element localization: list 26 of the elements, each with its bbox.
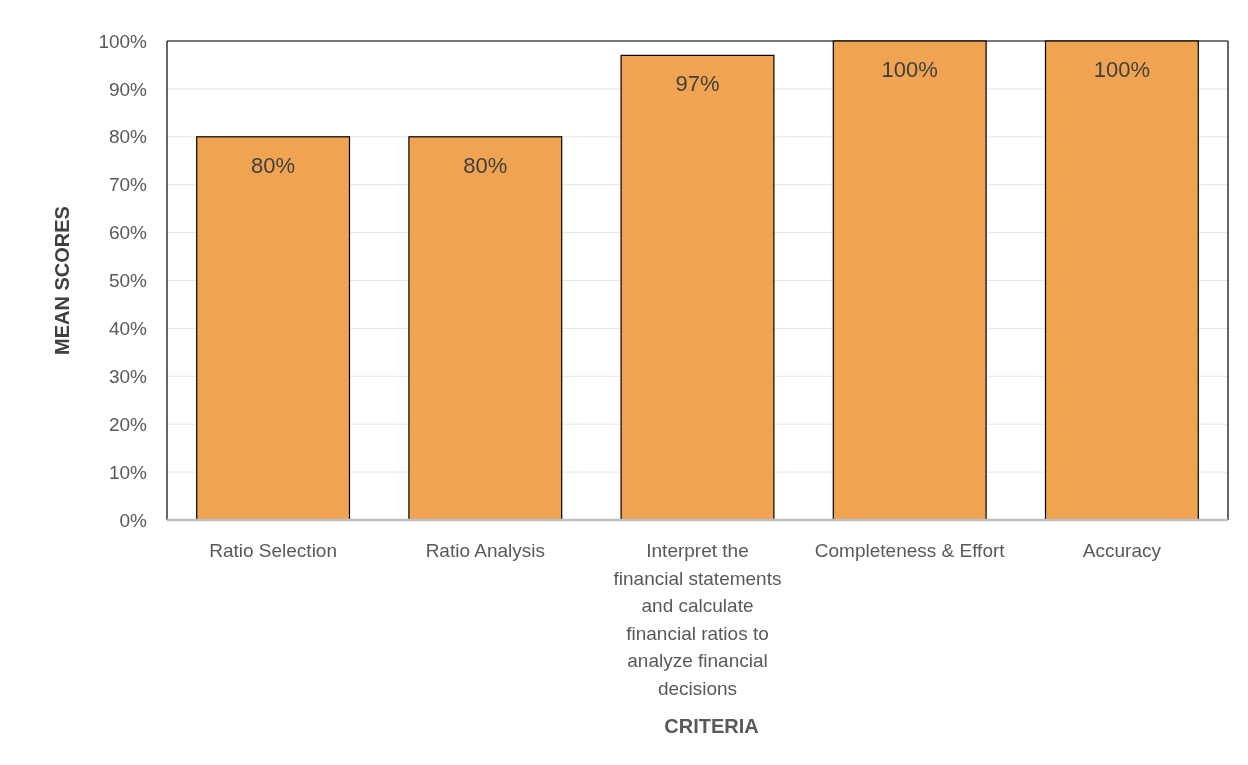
data-label: 97% <box>675 71 720 97</box>
bar <box>620 54 775 521</box>
bar <box>408 136 563 521</box>
y-tick-label: 50% <box>108 270 148 292</box>
x-tick-label: Accuracy <box>1082 540 1162 561</box>
data-label: 100% <box>881 57 938 82</box>
y-tick-label: 60% <box>108 222 148 244</box>
bar <box>196 136 351 521</box>
y-tick-label: 20% <box>108 413 148 435</box>
y-tick-label: 90% <box>108 78 148 100</box>
data-label: 100% <box>1093 57 1151 82</box>
y-tick-label: 100% <box>98 30 148 52</box>
data-label: 80% <box>463 152 508 178</box>
y-axis-title: MEAN SCORES <box>51 206 73 355</box>
x-tick-label: Completeness & Effort <box>814 540 1006 561</box>
y-tick-label: 40% <box>108 318 148 340</box>
x-tick-label: Ratio Selection <box>209 540 337 561</box>
x-tick-label: Ratio Analysis <box>425 540 545 561</box>
x-axis-title: CRITERIA <box>664 715 759 737</box>
y-tick-label: 0% <box>119 509 148 531</box>
y-tick-label: 30% <box>108 365 148 387</box>
y-tick-label: 10% <box>108 461 148 483</box>
data-label: 80% <box>251 152 296 178</box>
y-tick-label: 70% <box>108 174 148 196</box>
x-tick-label: Interpret the financial statements and calculate financial ratios to analyze financial decisions <box>613 540 782 699</box>
y-tick-label: 80% <box>108 126 148 148</box>
